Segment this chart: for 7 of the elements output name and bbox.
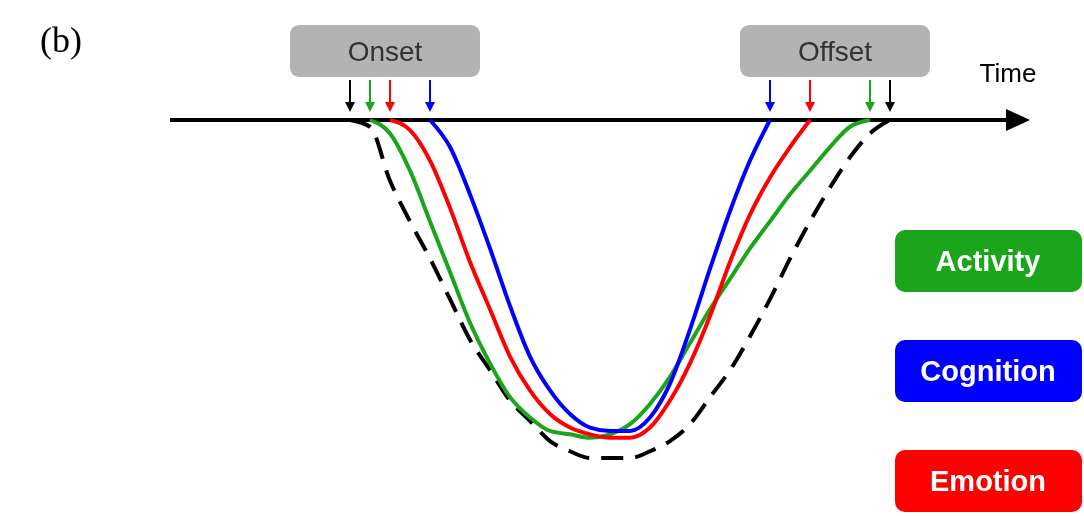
text: Activity — [935, 245, 1041, 277]
text: Emotion — [930, 465, 1046, 497]
x-axis-title: Time — [979, 58, 1037, 88]
text: Cognition — [920, 355, 1056, 387]
text: Offset — [797, 36, 873, 67]
text: (b) — [40, 20, 82, 60]
text: Onset — [347, 36, 423, 67]
